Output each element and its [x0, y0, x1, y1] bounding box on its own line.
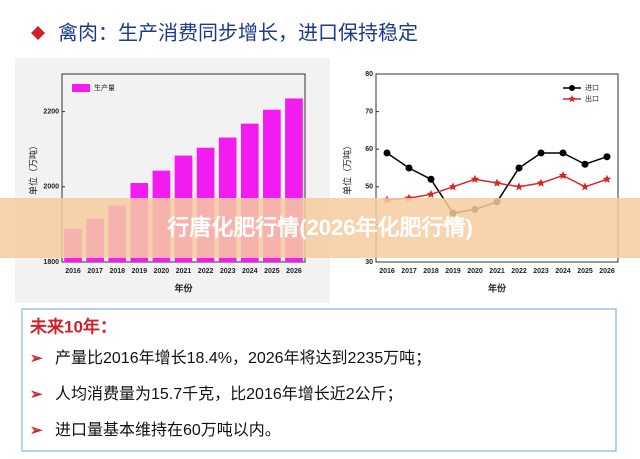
x-tick-label: 2023: [220, 268, 236, 275]
marker: [492, 178, 502, 187]
x-tick-label: 2026: [286, 268, 302, 275]
x-tick-label: 2024: [555, 268, 571, 275]
x-tick-label: 2023: [533, 268, 549, 275]
marker: [514, 182, 524, 191]
x-tick-label: 2017: [87, 268, 103, 275]
bullet-text: 进口量基本维持在60万吨以内。: [55, 421, 281, 439]
plot-frame: [375, 73, 619, 263]
banner-band: [0, 198, 640, 258]
y-tick-label: 80: [365, 71, 373, 78]
legend-swatch: [72, 84, 90, 92]
banner-text: 行唐化肥行情(2026年化肥行情): [166, 215, 473, 240]
bullet-text: 人均消费量为15.7千克，比2016年增长近2公斤；: [55, 385, 403, 403]
x-tick-label: 2018: [423, 268, 439, 275]
marker: [448, 182, 458, 191]
bullet-arrow: ➢: [30, 422, 43, 439]
x-tick-label: 2025: [264, 268, 280, 275]
x-tick-label: 2019: [445, 268, 461, 275]
x-tick-label: 2024: [242, 268, 258, 275]
x-tick-label: 2021: [489, 268, 505, 275]
marker: [603, 153, 611, 161]
summary-heading: 未来10年：: [29, 316, 117, 336]
legend-marker: [569, 85, 575, 91]
y-tick-label: 2000: [43, 184, 59, 191]
x-tick-label: 2020: [467, 268, 483, 275]
legend-marker: [568, 95, 576, 103]
marker: [536, 178, 546, 187]
marker: [581, 160, 589, 168]
y-tick-label: 1800: [43, 259, 59, 266]
marker: [383, 149, 391, 157]
marker: [537, 149, 545, 157]
x-axis-label: 年份: [488, 282, 507, 293]
legend-label: 生产量: [94, 83, 115, 92]
summary-box: [21, 308, 617, 452]
marker: [558, 171, 568, 180]
y-tick-label: 60: [365, 146, 373, 153]
x-tick-label: 2021: [176, 268, 192, 275]
marker: [404, 193, 414, 202]
legend-label: 出口: [585, 94, 599, 103]
legend-label: 进口: [585, 84, 599, 92]
x-tick-label: 2020: [154, 268, 170, 275]
x-tick-label: 2018: [109, 268, 125, 275]
x-tick-label: 2026: [599, 268, 615, 275]
marker: [602, 174, 612, 183]
marker: [580, 182, 590, 191]
marker: [470, 174, 480, 183]
x-tick-label: 2022: [511, 268, 527, 275]
y-tick-label: 30: [365, 259, 373, 266]
x-tick-label: 2022: [198, 268, 214, 275]
x-tick-label: 2019: [132, 268, 148, 275]
y-tick-label: 2200: [43, 108, 59, 115]
bullet-arrow: ➢: [30, 386, 43, 403]
x-tick-label: 2016: [65, 268, 81, 275]
bullet-arrow: ➢: [30, 350, 43, 367]
y-tick-label: 50: [365, 184, 373, 191]
x-tick-label: 2025: [577, 268, 593, 275]
title-diamond: [31, 26, 45, 40]
bullets: ➢ 产量比2016年增长18.4%，2026年将达到2235万吨； ➢ 人均消费量为1…: [30, 349, 431, 439]
y-axis-label: 单位（万吨）: [341, 141, 352, 195]
marker: [426, 189, 436, 198]
marker: [427, 175, 435, 183]
x-axis-label: 年份: [174, 282, 193, 293]
slide-title: 禽肉：生产消费同步增长，进口保持稳定: [58, 21, 418, 44]
y-tick-label: 70: [365, 108, 373, 115]
marker: [559, 149, 567, 157]
marker: [515, 164, 523, 172]
y-axis-label: 单位（万吨）: [27, 141, 38, 195]
x-tick-label: 2016: [379, 268, 395, 275]
bullet-text: 产量比2016年增长18.4%，2026年将达到2235万吨；: [55, 349, 431, 367]
marker: [405, 164, 413, 172]
x-tick-label: 2017: [401, 268, 417, 275]
